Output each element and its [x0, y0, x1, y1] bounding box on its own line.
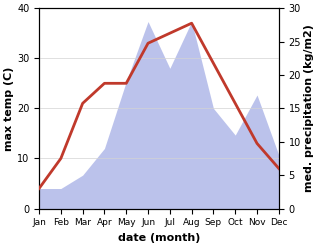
Y-axis label: med. precipitation (kg/m2): med. precipitation (kg/m2) — [304, 24, 314, 192]
X-axis label: date (month): date (month) — [118, 233, 200, 243]
Y-axis label: max temp (C): max temp (C) — [4, 66, 14, 151]
